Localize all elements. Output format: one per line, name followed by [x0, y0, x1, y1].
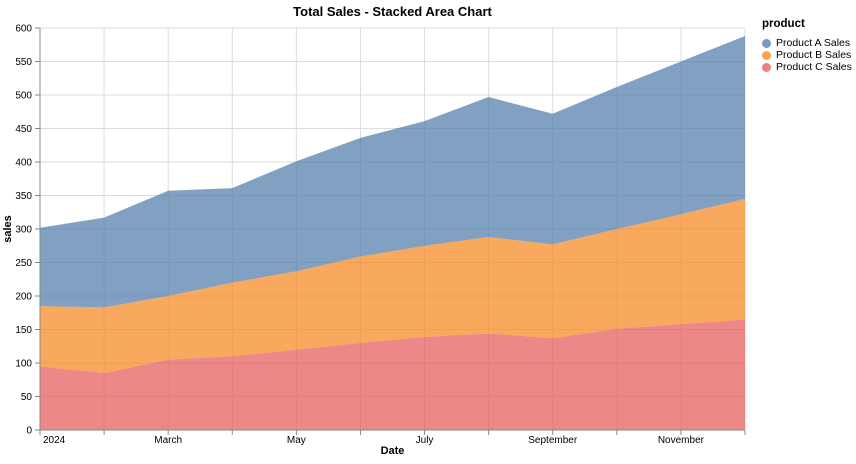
y-tick-label: 200: [15, 292, 32, 303]
y-tick-label: 350: [15, 191, 32, 202]
legend-item-label: Product B Sales: [776, 49, 852, 61]
y-tick-label: 500: [15, 91, 32, 102]
legend: product Product A Sales Product B Sales Pr…: [762, 18, 852, 73]
legend-title: product: [762, 18, 805, 30]
legend-swatch-icon: [762, 50, 771, 60]
legend-swatch-icon: [762, 62, 771, 72]
y-tick-label: 100: [15, 359, 32, 370]
legend-item: Product A Sales: [762, 37, 852, 49]
y-tick-label: 300: [15, 225, 32, 236]
legend-item: Product B Sales: [762, 49, 852, 61]
y-tick-label: 600: [15, 24, 32, 35]
x-tick-label: September: [528, 435, 578, 446]
y-axis-title: sales: [2, 215, 14, 243]
chart-title: Total Sales - Stacked Area Chart: [293, 4, 492, 19]
x-tick-label: May: [287, 435, 306, 446]
x-tick-label: November: [658, 435, 705, 446]
x-tick-label: 2024: [43, 435, 66, 446]
area-product-b-sales: [40, 198, 745, 374]
area-product-c-sales: [40, 319, 745, 430]
x-tick-label: July: [416, 435, 434, 446]
legend-swatch-icon: [762, 38, 771, 48]
legend-item-label: Product C Sales: [776, 61, 852, 73]
y-tick-label: 150: [15, 325, 32, 336]
y-tick-label: 450: [15, 124, 32, 135]
x-axis-title: Date: [380, 445, 405, 457]
area-product-a-sales: [40, 36, 745, 308]
y-tick-label: 400: [15, 158, 32, 169]
y-tick-label: 550: [15, 57, 32, 68]
y-tick-label: 250: [15, 258, 32, 269]
y-tick-label: 50: [21, 392, 33, 403]
y-tick-label: 0: [26, 426, 32, 437]
x-tick-label: March: [154, 435, 182, 446]
legend-item-label: Product A Sales: [776, 37, 851, 49]
legend-items: Product A Sales Product B Sales Product C …: [762, 37, 852, 73]
legend-item: Product C Sales: [762, 61, 852, 73]
